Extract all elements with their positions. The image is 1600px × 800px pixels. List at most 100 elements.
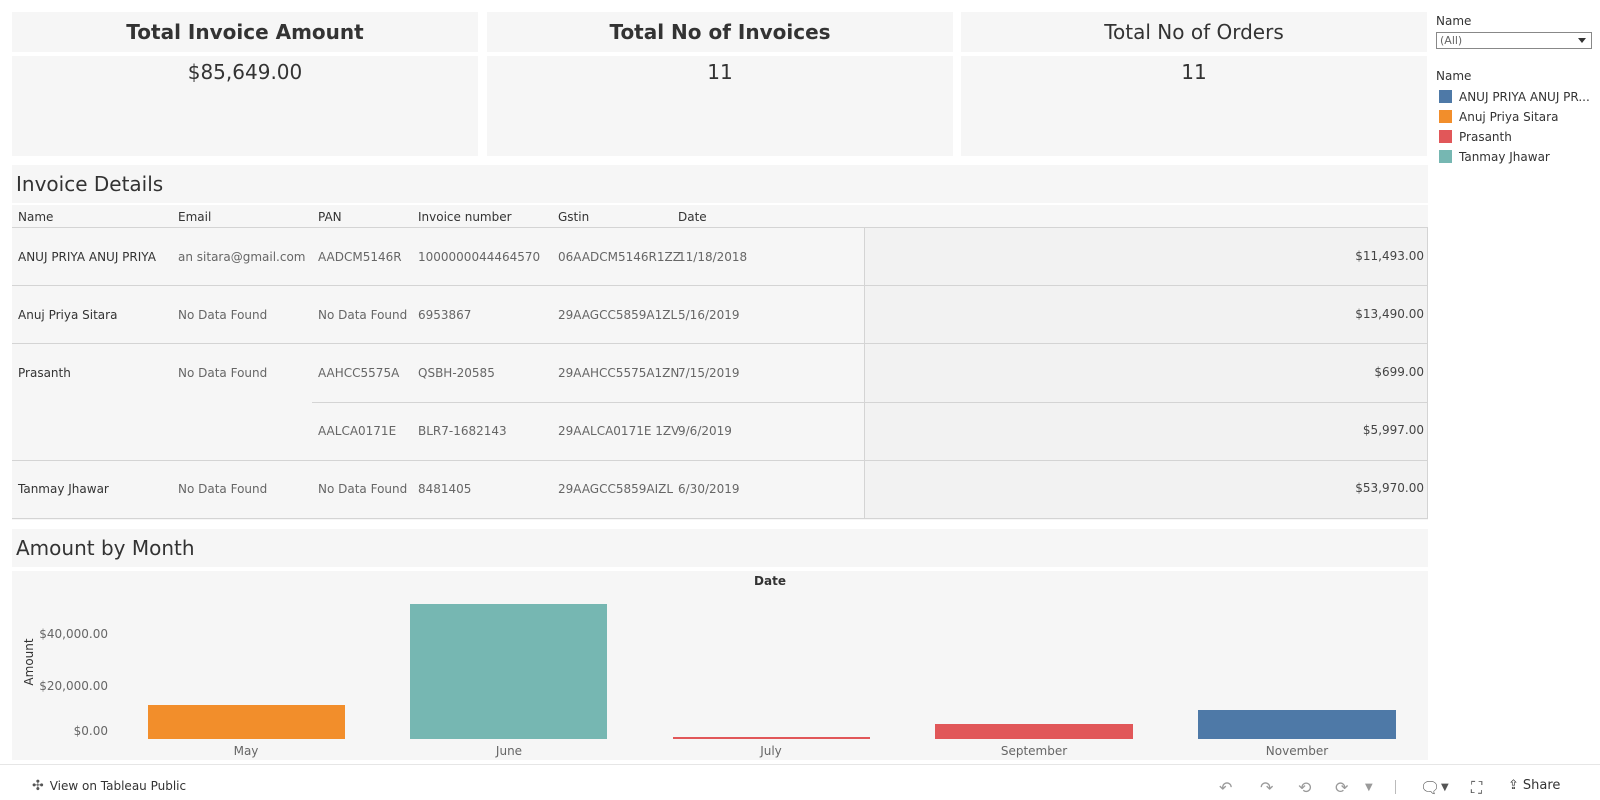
view-on-tableau-link[interactable]: ✣ View on Tableau Public	[32, 778, 186, 794]
column-header-name[interactable]: Name	[18, 210, 54, 224]
table-cell-invoice-number: 8481405	[418, 482, 472, 496]
chart-x-axis-title: Date	[754, 574, 786, 588]
legend-swatch	[1439, 110, 1452, 123]
chart-y-axis-title: Amount	[22, 638, 36, 686]
name-filter-dropdown[interactable]: (All)	[1436, 32, 1592, 49]
legend-label: Anuj Priya Sitara	[1459, 110, 1559, 124]
amount-column-divider	[864, 227, 865, 519]
table-cell-gstin: 29AALCA0171E 1ZV	[558, 424, 680, 438]
table-cell-name: Tanmay Jhawar	[18, 482, 109, 496]
pause-dropdown-icon[interactable]: ▼	[1365, 782, 1373, 793]
x-tick-label: May	[233, 744, 259, 758]
table-cell-invoice-number: QSBH-20585	[418, 366, 495, 380]
table-cell-name: Anuj Priya Sitara	[18, 308, 118, 322]
x-tick-label: September	[1000, 744, 1068, 758]
table-cell-amount: $13,490.00	[1355, 307, 1424, 321]
row-divider	[12, 460, 1428, 461]
table-cell-invoice-number: 6953867	[418, 308, 472, 322]
legend-title: Name	[1436, 69, 1472, 83]
tableau-logo-icon: ✣	[32, 778, 44, 794]
table-cell-amount: $699.00	[1374, 365, 1424, 379]
table-cell-amount: $53,970.00	[1355, 481, 1424, 495]
column-header-email[interactable]: Email	[178, 210, 212, 224]
dropdown-arrow-icon	[1578, 38, 1586, 43]
table-cell-pan: No Data Found	[318, 308, 408, 322]
share-icon: ⇪	[1508, 778, 1519, 793]
row-divider	[12, 285, 1428, 286]
share-button[interactable]: ⇪ Share	[1508, 778, 1560, 793]
table-cell-amount: $5,997.00	[1362, 423, 1424, 437]
comment-icon[interactable]: 🗨	[1420, 778, 1441, 797]
revert-icon[interactable]: ⟲	[1298, 778, 1312, 797]
legend-swatch	[1439, 130, 1452, 143]
view-on-tableau-label: View on Tableau Public	[49, 779, 187, 793]
table-cell-gstin: 29AAGCC5859A1ZL	[558, 308, 678, 322]
table-cell-pan: AADCM5146R	[318, 250, 402, 264]
column-header-date[interactable]: Date	[678, 210, 707, 224]
x-tick-label: July	[760, 744, 782, 758]
redo-icon[interactable]: ↷	[1260, 778, 1274, 797]
kpi-value: $85,649.00	[12, 56, 478, 156]
table-right-border	[1427, 227, 1428, 519]
legend-item[interactable]: Tanmay Jhawar	[1439, 149, 1599, 165]
table-cell-invoice-number: BLR7-1682143	[418, 424, 507, 438]
table-cell-email: No Data Found	[178, 308, 268, 322]
toolbar-separator	[1395, 780, 1396, 794]
comment-dropdown-icon[interactable]: ▼	[1441, 782, 1449, 793]
chart-bar[interactable]	[673, 737, 870, 739]
kpi-title: Total No of Invoices	[487, 12, 953, 52]
table-cell-gstin: 06AADCM5146R1ZZ	[558, 250, 681, 264]
x-tick-label: November	[1265, 744, 1329, 758]
chart-bar[interactable]	[1198, 710, 1396, 739]
column-header-invoice-number[interactable]: Invoice number	[418, 210, 512, 224]
table-cell-pan: AAHCC5575A	[318, 366, 400, 380]
table-cell-email: an sitara@gmail.com	[178, 250, 306, 264]
table-cell-date: 9/6/2019	[678, 424, 732, 438]
kpi-value: 11	[961, 56, 1427, 156]
y-tick-label: $40,000.00	[39, 627, 108, 641]
table-cell-date: 6/30/2019	[678, 482, 740, 496]
table-cell-pan: No Data Found	[318, 482, 408, 496]
y-tick-label: $20,000.00	[39, 679, 108, 693]
kpi-value: 11	[487, 56, 953, 156]
legend-label: ANUJ PRIYA ANUJ PR...	[1459, 90, 1590, 104]
kpi-card-total-invoice-amount: Total Invoice Amount $85,649.00	[12, 12, 478, 156]
table-cell-gstin: 29AAGCC5859AIZL	[558, 482, 674, 496]
legend-item[interactable]: ANUJ PRIYA ANUJ PR...	[1439, 89, 1599, 105]
table-cell-email: No Data Found	[178, 366, 268, 380]
table-cell-date: 11/18/2018	[678, 250, 748, 264]
legend-item[interactable]: Anuj Priya Sitara	[1439, 109, 1599, 125]
refresh-icon[interactable]: ⟳	[1335, 778, 1349, 797]
filter-selected-value: (All)	[1440, 34, 1463, 47]
legend-label: Prasanth	[1459, 130, 1512, 144]
column-header-pan[interactable]: PAN	[318, 210, 342, 224]
column-header-gstin[interactable]: Gstin	[558, 210, 590, 224]
row-divider	[312, 402, 1428, 403]
footer-divider	[0, 764, 1600, 765]
table-cell-pan: AALCA0171E	[318, 424, 397, 438]
invoice-details-title: Invoice Details	[12, 165, 1428, 203]
table-cell-gstin: 29AAHCC5575A1ZN	[558, 366, 680, 380]
y-tick-label: $0.00	[73, 724, 108, 738]
chart-bar[interactable]	[935, 724, 1133, 739]
table-cell-invoice-number: 1000000044464570	[418, 250, 541, 264]
legend-label: Tanmay Jhawar	[1459, 150, 1550, 164]
filter-label: Name	[1436, 14, 1472, 28]
amount-by-month-title: Amount by Month	[12, 529, 1428, 567]
x-tick-label: June	[495, 744, 523, 758]
row-divider	[12, 518, 1428, 519]
chart-bar[interactable]	[148, 705, 345, 739]
table-cell-name: Prasanth	[18, 366, 71, 380]
legend-item[interactable]: Prasanth	[1439, 129, 1599, 145]
kpi-card-total-no-of-invoices: Total No of Invoices 11	[487, 12, 953, 156]
table-cell-amount: $11,493.00	[1355, 249, 1424, 263]
undo-icon[interactable]: ↶	[1219, 778, 1233, 797]
fullscreen-icon[interactable]: ⛶	[1471, 778, 1483, 797]
table-cell-date: 7/15/2019	[678, 366, 740, 380]
kpi-title: Total Invoice Amount	[12, 12, 478, 52]
table-cell-email: No Data Found	[178, 482, 268, 496]
chart-bar[interactable]	[410, 604, 607, 739]
legend-swatch	[1439, 150, 1452, 163]
table-cell-name: ANUJ PRIYA ANUJ PRIYA	[18, 250, 156, 264]
kpi-title: Total No of Orders	[961, 12, 1427, 52]
